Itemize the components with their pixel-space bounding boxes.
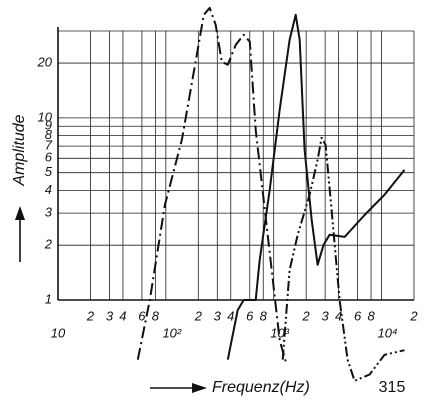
y-axis-title: Amplitude <box>11 114 28 262</box>
x-tick-label: 4 <box>227 308 234 323</box>
x-tick-label: 3 <box>322 308 330 323</box>
x-tick-label: 8 <box>260 308 268 323</box>
y-tick-label: 8 <box>45 127 53 142</box>
x-tick-label: 6 <box>246 308 254 323</box>
y-axis-label: Amplitude <box>11 114 28 186</box>
y-tick-label: 2 <box>44 237 53 252</box>
y-tick-label: 1 <box>45 291 52 306</box>
x-tick-label: 6 <box>354 308 362 323</box>
x-tick-label: 2 <box>409 308 418 323</box>
x-tick-label: 10⁴ <box>377 325 397 340</box>
y-arrow-head <box>15 206 25 220</box>
x-tick-label: 10² <box>162 325 181 340</box>
x-tick-label: 2 <box>194 308 203 323</box>
y-tick-label: 7 <box>45 138 53 153</box>
x-tick-label: 10 <box>51 325 66 340</box>
y-tick-label: 6 <box>45 150 53 165</box>
page-number: 315 <box>379 379 406 396</box>
curve <box>281 136 405 382</box>
x-tick-label: 8 <box>152 308 160 323</box>
x-axis-title: Frequenz(Hz) <box>150 379 310 396</box>
curve <box>226 13 406 360</box>
y-tick-label: 3 <box>45 205 53 220</box>
x-tick-label: 3 <box>214 308 222 323</box>
y-tick-label: 20 <box>37 55 53 70</box>
x-tick-label: 4 <box>119 308 126 323</box>
x-tick-label: 2 <box>302 308 311 323</box>
x-tick-label: 4 <box>335 308 342 323</box>
y-tick-label: 9 <box>45 118 52 133</box>
x-tick-label: 6 <box>138 308 146 323</box>
y-tick-label: 10 <box>38 109 53 124</box>
x-arrow-head <box>192 383 207 393</box>
curve <box>136 6 287 362</box>
x-tick-label: 3 <box>106 308 114 323</box>
x-axis-label: Frequenz(Hz) <box>212 379 310 396</box>
x-tick-label: 2 <box>86 308 95 323</box>
y-tick-label: 5 <box>45 164 53 179</box>
y-tick-label: 4 <box>45 182 52 197</box>
x-tick-label: 8 <box>367 308 375 323</box>
